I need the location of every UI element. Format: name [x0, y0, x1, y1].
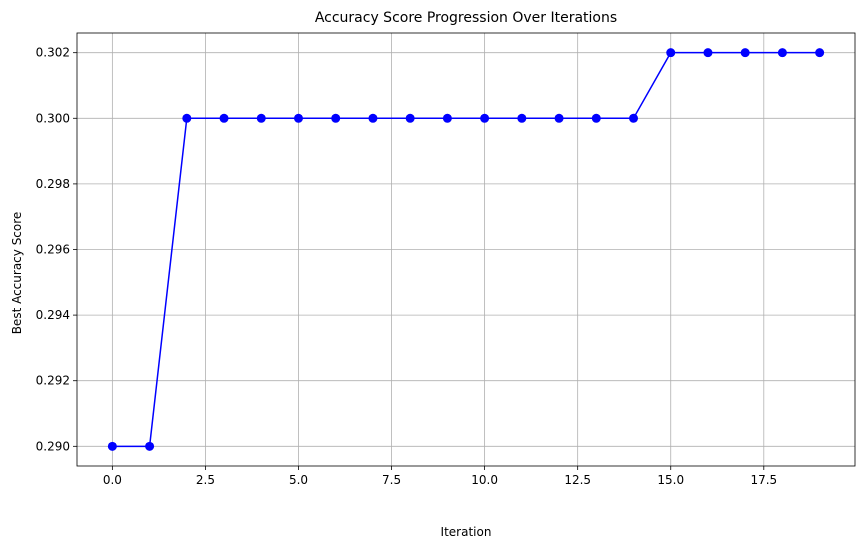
data-point — [777, 48, 787, 58]
x-tick-label: 7.5 — [382, 473, 401, 487]
x-axis-label: Iteration — [441, 525, 492, 539]
y-tick-label: 0.292 — [36, 374, 70, 388]
data-point — [293, 113, 303, 123]
chart-title: Accuracy Score Progression Over Iteratio… — [315, 10, 617, 26]
y-axis-label: Best Accuracy Score — [10, 212, 24, 335]
axis-ticks: 0.0 2.5 5.0 7.5 10.0 12.5 15.0 17.5 0.290 0.292 0.… — [36, 46, 778, 487]
grid — [77, 33, 855, 466]
x-tick-label: 17.5 — [750, 473, 777, 487]
data-point — [219, 113, 229, 123]
data-point — [405, 113, 415, 123]
data-point — [629, 113, 639, 123]
data-point — [368, 113, 378, 123]
data-point — [554, 113, 564, 123]
data-point — [182, 113, 192, 123]
data-point — [815, 48, 825, 58]
series-layer — [107, 48, 825, 451]
data-point — [740, 48, 750, 58]
y-tick-label: 0.294 — [36, 308, 70, 322]
data-point — [107, 441, 117, 451]
y-tick-label: 0.300 — [36, 111, 70, 125]
data-point — [591, 113, 601, 123]
y-tick-label: 0.302 — [36, 46, 70, 60]
x-tick-label: 5.0 — [289, 473, 308, 487]
data-point — [145, 441, 155, 451]
plot-frame — [76, 32, 856, 467]
x-tick-label: 2.5 — [196, 473, 215, 487]
y-tick-label: 0.296 — [36, 243, 70, 257]
series-line — [112, 51, 820, 448]
data-point — [666, 48, 676, 58]
x-tick-label: 0.0 — [103, 473, 122, 487]
x-tick-label: 10.0 — [471, 473, 498, 487]
x-tick-label: 15.0 — [657, 473, 684, 487]
data-point — [442, 113, 452, 123]
y-tick-label: 0.298 — [36, 177, 70, 191]
data-point — [480, 113, 490, 123]
data-point — [517, 113, 527, 123]
y-tick-label: 0.290 — [36, 439, 70, 453]
x-tick-label: 12.5 — [564, 473, 591, 487]
data-point — [703, 48, 713, 58]
data-point — [331, 113, 341, 123]
data-point — [256, 113, 266, 123]
